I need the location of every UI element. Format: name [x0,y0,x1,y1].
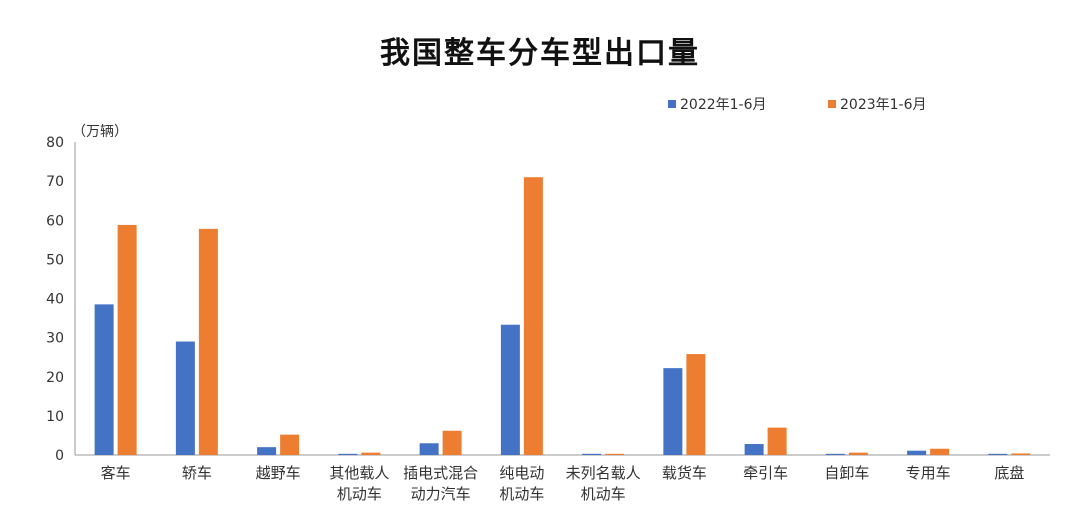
bar-2023 [605,453,625,455]
bar-2023 [442,430,462,455]
legend-label-2022: 2022年1-6月 [680,97,767,113]
bar-2022 [338,453,358,455]
y-tick-label: 20 [46,370,64,386]
y-tick-label: 40 [46,292,64,308]
y-tick-label: 80 [46,135,64,151]
y-tick-label: 60 [46,213,64,229]
x-tick-label: 专用车 [906,464,951,482]
bar-2022 [744,444,764,455]
bar-2023 [1011,453,1031,455]
legend-swatch-2022 [668,100,676,108]
bar-2022 [419,443,439,455]
x-tick-label: 未列名载人 [566,464,641,482]
bar-2023 [198,228,218,455]
bar-2022 [94,304,114,455]
bar-2023 [930,448,950,455]
legend-item-2022: 2022年1-6月 [668,94,767,114]
bar-2022 [175,341,195,455]
x-tick-label: 客车 [101,464,131,482]
x-tick-label: 轿车 [182,464,212,482]
y-tick-label: 30 [46,331,64,347]
y-tick-label: 10 [46,409,64,425]
bar-2023 [848,452,868,455]
x-tick-label: 越野车 [256,464,301,482]
bar-2023 [686,354,706,455]
x-tick-label: 其他载人 [329,464,389,482]
legend-item-2023: 2023年1-6月 [828,94,927,114]
bar-2022 [825,453,845,455]
bar-2022 [257,447,277,455]
bar-2022 [663,368,683,455]
x-tick-label: 机动车 [581,485,626,503]
y-axis-unit-label: （万辆） [72,124,128,140]
y-tick-label: 70 [46,174,64,190]
bar-2023 [117,224,137,455]
legend-swatch-2023 [828,100,836,108]
x-tick-label: 载货车 [662,464,707,482]
y-tick-label: 0 [55,448,64,464]
bar-2022 [582,453,602,455]
bar-2022 [500,324,520,455]
bar-2022 [988,453,1008,455]
x-tick-label: 底盘 [994,464,1024,482]
bar-2023 [523,177,543,455]
x-tick-label: 纯电动 [499,464,544,482]
legend-label-2023: 2023年1-6月 [840,97,927,113]
bar-2023 [361,452,381,455]
x-tick-label: 机动车 [499,485,544,503]
bar-2022 [907,450,927,455]
y-tick-label: 50 [46,252,64,268]
bar-2023 [280,434,300,455]
x-tick-label: 动力汽车 [411,485,471,503]
chart-title: 我国整车分车型出口量 [380,36,700,71]
x-tick-label: 机动车 [337,485,382,503]
bar-2023 [767,427,787,455]
x-tick-label: 自卸车 [824,464,869,482]
x-tick-label: 牵引车 [743,464,788,482]
x-tick-label: 插电式混合 [403,464,478,482]
